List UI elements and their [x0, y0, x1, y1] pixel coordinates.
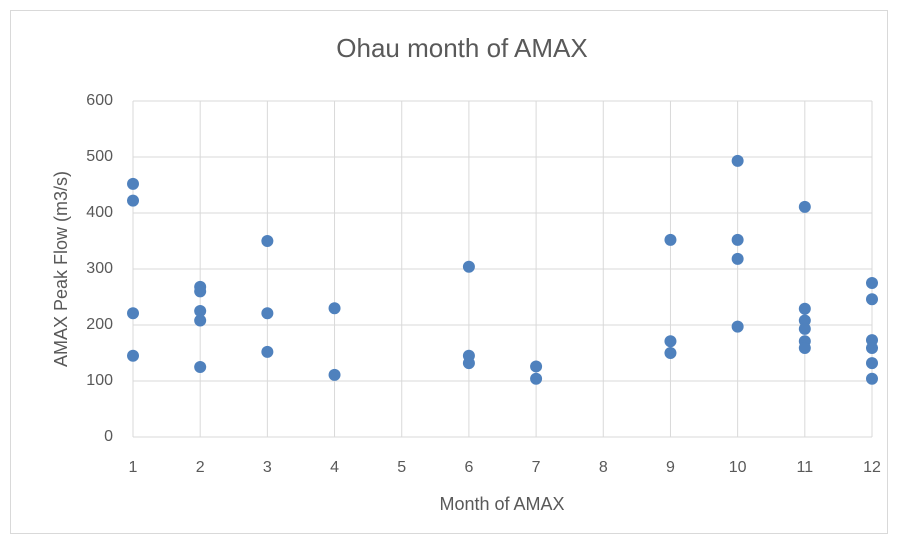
y-tick-label: 400 [86, 204, 113, 221]
point [127, 307, 139, 320]
y-tick-label: 200 [86, 316, 113, 333]
point [261, 307, 274, 320]
point [261, 345, 274, 358]
point [328, 368, 341, 381]
y-tick-label: 300 [86, 260, 113, 277]
point [127, 349, 139, 362]
point [866, 293, 878, 306]
chart-border [10, 10, 888, 534]
point [664, 335, 677, 348]
point [866, 277, 878, 289]
point [866, 357, 878, 370]
y-tick-label: 0 [104, 428, 113, 445]
x-tick-label: 5 [397, 459, 406, 476]
x-tick-label: 7 [532, 459, 541, 476]
point [664, 347, 677, 359]
x-tick-label: 3 [263, 459, 272, 476]
point [798, 200, 811, 213]
point [261, 235, 274, 247]
x-axis-label: Month of AMAX [439, 494, 564, 514]
point [731, 252, 744, 265]
point [866, 372, 878, 385]
x-tick-label: 4 [330, 459, 339, 476]
point [731, 320, 744, 333]
x-tick-label: 11 [797, 459, 814, 476]
x-tick-label: 9 [666, 459, 675, 476]
point [194, 314, 207, 327]
point [194, 361, 207, 373]
x-tick-label: 6 [464, 459, 473, 476]
point [731, 233, 744, 246]
point [530, 372, 543, 385]
y-tick-label: 600 [86, 92, 113, 109]
point [462, 357, 475, 370]
point [731, 154, 744, 167]
point [194, 285, 207, 298]
x-tick-label: 12 [863, 459, 881, 476]
point [127, 177, 139, 190]
point [530, 360, 543, 373]
point [798, 314, 811, 327]
x-tick-label: 10 [729, 459, 747, 476]
x-tick-label: 2 [196, 459, 205, 476]
point [664, 233, 677, 246]
y-tick-label: 100 [86, 372, 113, 389]
point [798, 302, 811, 315]
point [798, 341, 811, 354]
point [127, 194, 139, 207]
point [462, 260, 475, 273]
point [194, 305, 207, 317]
point [328, 302, 341, 315]
point [866, 341, 878, 354]
chart-title: Ohau month of AMAX [336, 33, 587, 63]
point [798, 322, 811, 335]
x-tick-label: 1 [129, 459, 138, 476]
y-tick-label: 500 [86, 148, 113, 165]
y-axis-label: AMAX Peak Flow (m3/s) [51, 171, 71, 367]
x-tick-label: 8 [599, 459, 608, 476]
